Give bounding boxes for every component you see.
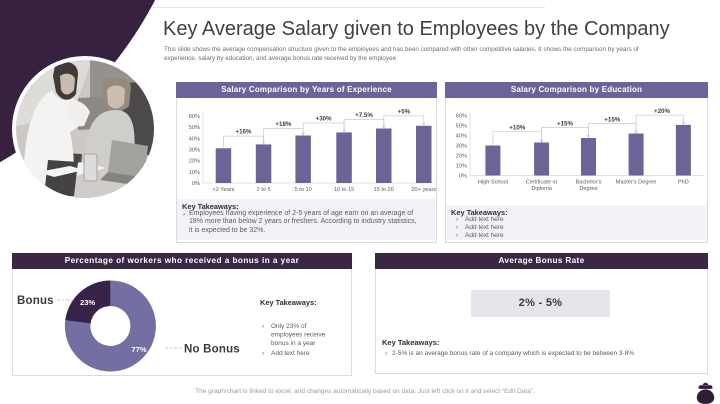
svg-text:›: › (262, 323, 264, 330)
svg-text:60%: 60% (189, 114, 200, 120)
svg-text:2 to 5: 2 to 5 (257, 187, 271, 193)
svg-text:5 to 10: 5 to 10 (295, 187, 312, 193)
svg-text:employees receive: employees receive (271, 332, 326, 339)
svg-text:+15%: +15% (557, 121, 573, 128)
svg-text:+5%: +5% (398, 108, 411, 115)
svg-text:0%: 0% (459, 174, 467, 180)
svg-text:+10%: +10% (509, 124, 525, 131)
svg-text:20%: 20% (456, 154, 467, 160)
svg-text:Bonus: Bonus (17, 295, 54, 307)
svg-text:77%: 77% (131, 345, 146, 354)
svg-text:›: › (262, 350, 264, 357)
svg-text:10%: 10% (189, 170, 200, 176)
svg-text:bonus in a year: bonus in a year (271, 340, 316, 347)
svg-text:Key Takeaways:: Key Takeaways: (260, 298, 317, 307)
svg-text:30%: 30% (456, 144, 467, 150)
svg-text:+30%: +30% (316, 116, 332, 123)
svg-text:+18%: +18% (275, 121, 291, 128)
svg-text:Add text here: Add text here (271, 350, 310, 357)
svg-text:Diploma: Diploma (531, 186, 552, 192)
svg-text:50%: 50% (456, 124, 467, 130)
svg-text:23%: 23% (80, 298, 95, 307)
svg-text:20+ years: 20+ years (411, 187, 436, 193)
svg-text:No Bonus: No Bonus (184, 344, 240, 356)
svg-text:PhD: PhD (678, 180, 689, 186)
svg-text:10 to 15: 10 to 15 (334, 187, 354, 193)
svg-text:<2 Years: <2 Years (213, 187, 235, 193)
svg-text:High School: High School (478, 180, 508, 186)
svg-text:40%: 40% (189, 136, 200, 142)
svg-text:30%: 30% (189, 148, 200, 154)
svg-text:Bachelor's: Bachelor's (576, 180, 602, 186)
svg-text:Degree: Degree (579, 186, 597, 192)
svg-text:10%: 10% (456, 164, 467, 170)
svg-text:Master's Degree: Master's Degree (616, 180, 657, 186)
svg-text:0%: 0% (192, 181, 200, 187)
svg-text:+15%: +15% (604, 117, 620, 124)
svg-text:+7.5%: +7.5% (355, 112, 373, 119)
svg-text:20%: 20% (189, 159, 200, 165)
svg-text:40%: 40% (456, 134, 467, 140)
svg-text:Certificate or: Certificate or (526, 180, 558, 186)
svg-text:+20%: +20% (654, 108, 670, 115)
svg-text:50%: 50% (189, 125, 200, 131)
svg-text:+16%: +16% (236, 129, 252, 136)
svg-text:15 to 20: 15 to 20 (374, 187, 394, 193)
svg-text:Only 23% of: Only 23% of (271, 323, 307, 330)
svg-text:60%: 60% (456, 114, 467, 120)
